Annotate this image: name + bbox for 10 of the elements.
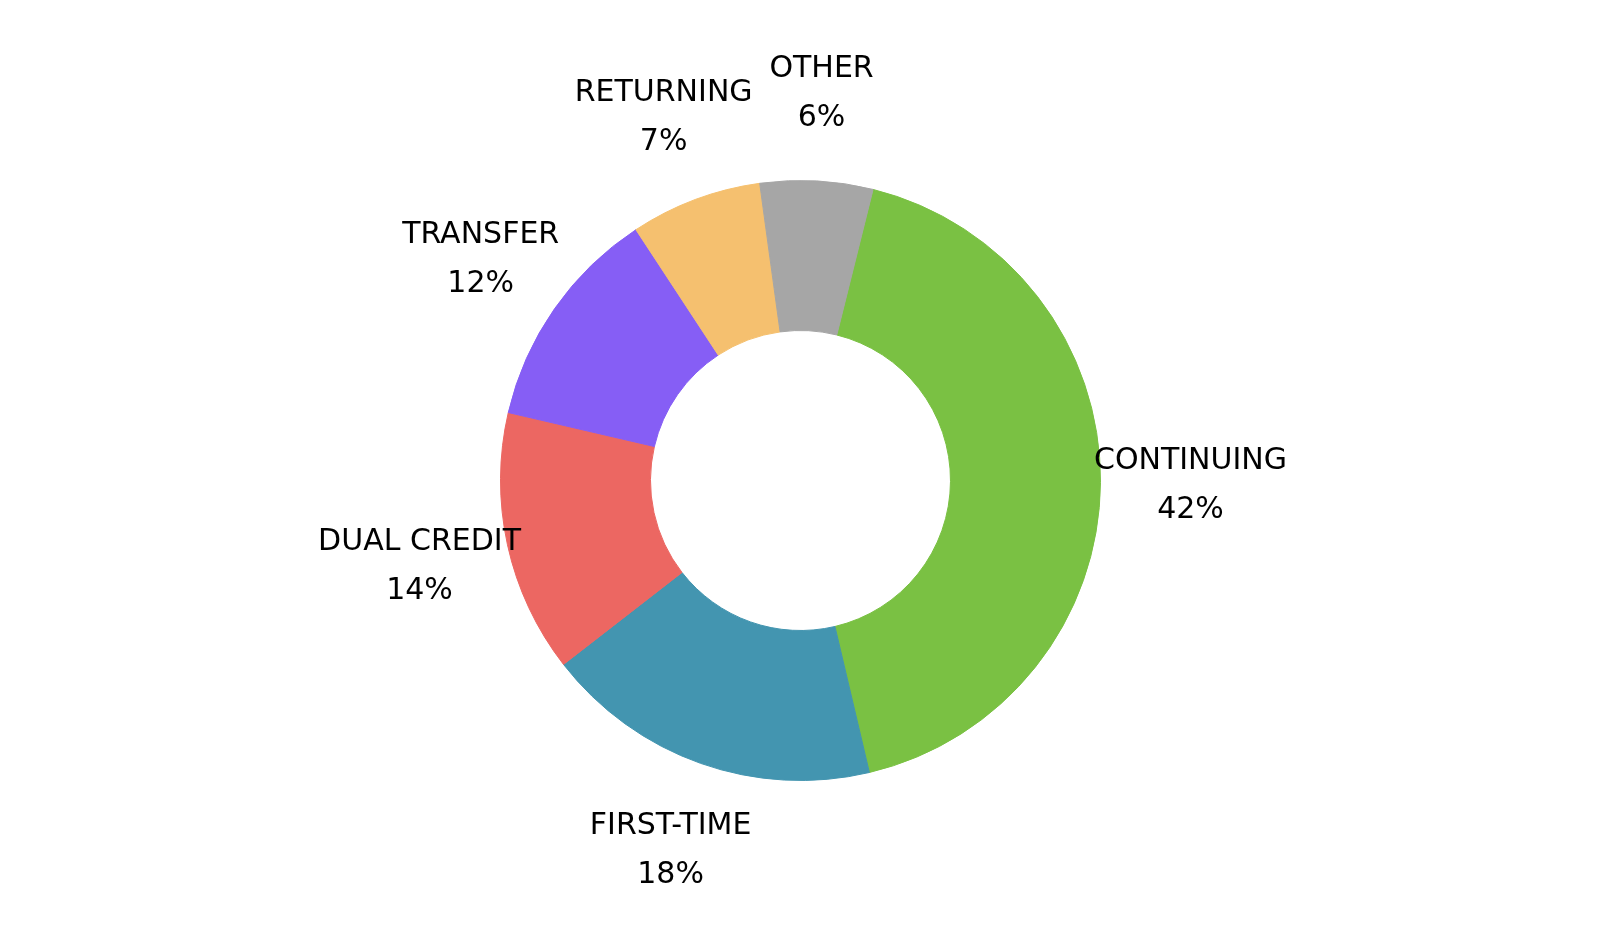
data-label: 18%: [637, 855, 704, 891]
data-label: 7%: [639, 122, 688, 158]
data-label: 12%: [447, 264, 515, 300]
slice-label: OTHER: [769, 49, 874, 85]
slice-label: TRANSFER: [401, 215, 560, 251]
slice-label: FIRST-TIME: [589, 806, 752, 842]
data-label: 42%: [1157, 489, 1224, 525]
slice-label: RETURNING: [574, 73, 753, 109]
data-label: 14%: [386, 571, 453, 607]
data-label: 6%: [797, 98, 846, 134]
